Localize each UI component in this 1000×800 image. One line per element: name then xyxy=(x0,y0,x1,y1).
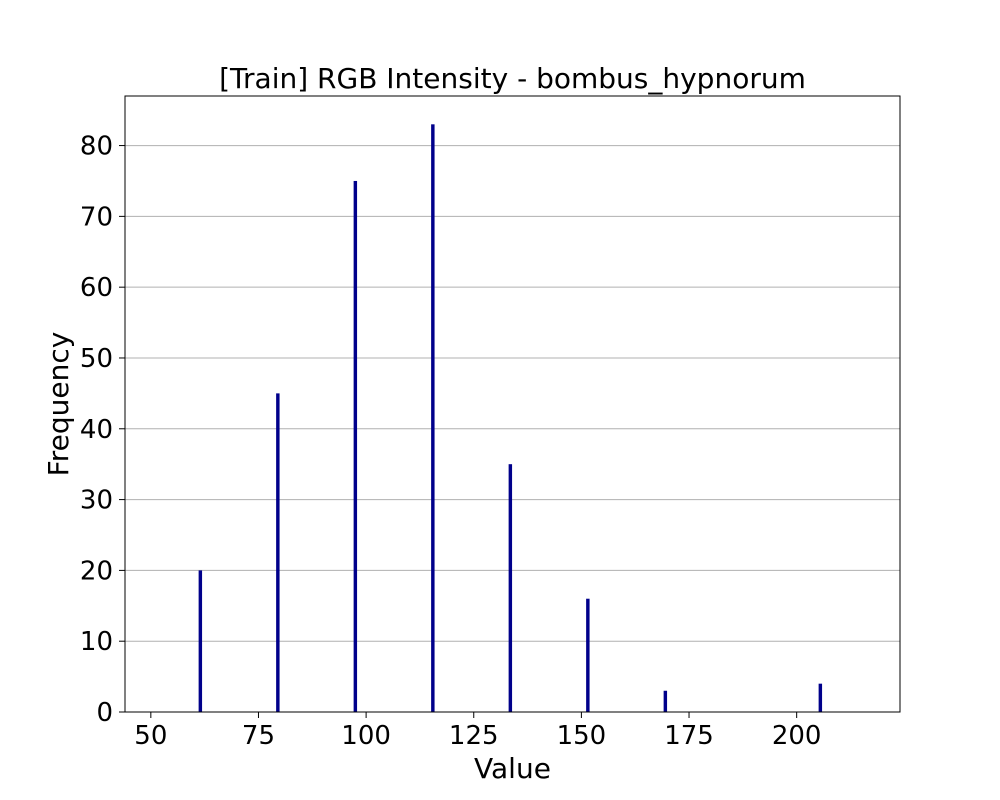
bar xyxy=(198,570,203,712)
y-tick-label: 20 xyxy=(80,556,113,586)
bar xyxy=(431,124,435,712)
y-tick-label: 40 xyxy=(80,415,113,445)
y-tick-label: 70 xyxy=(80,202,113,232)
x-tick-label: 150 xyxy=(557,721,607,751)
x-tick-label: 200 xyxy=(772,721,822,751)
x-tick-label: 125 xyxy=(449,721,499,751)
y-axis-label: Frequency xyxy=(42,332,75,477)
x-tick-label: 50 xyxy=(134,721,167,751)
y-ticks: 0 10 20 30 40 50 60 70 80 xyxy=(80,132,125,728)
y-tick-label: 10 xyxy=(80,627,113,657)
bar xyxy=(353,180,358,712)
y-tick-label: 50 xyxy=(80,344,113,374)
bar xyxy=(276,393,280,712)
x-axis-label: Value xyxy=(474,752,551,785)
bar xyxy=(818,683,823,712)
y-tick-label: 0 xyxy=(96,698,113,728)
bar xyxy=(508,464,513,712)
x-tick-label: 175 xyxy=(664,721,714,751)
x-tick-label: 100 xyxy=(341,721,391,751)
x-tick-label: 75 xyxy=(242,721,275,751)
gridlines xyxy=(125,145,900,713)
plot-frame xyxy=(124,95,901,713)
y-tick-label: 30 xyxy=(80,486,113,516)
y-tick-label: 60 xyxy=(80,273,113,303)
bar xyxy=(586,598,590,712)
x-ticks: 50 75 100 125 150 175 200 xyxy=(134,712,821,751)
y-tick-label: 80 xyxy=(80,132,113,162)
chart-title: [Train] RGB Intensity - bombus_hypnorum xyxy=(219,62,806,95)
bar xyxy=(663,690,668,712)
bars xyxy=(198,124,823,712)
